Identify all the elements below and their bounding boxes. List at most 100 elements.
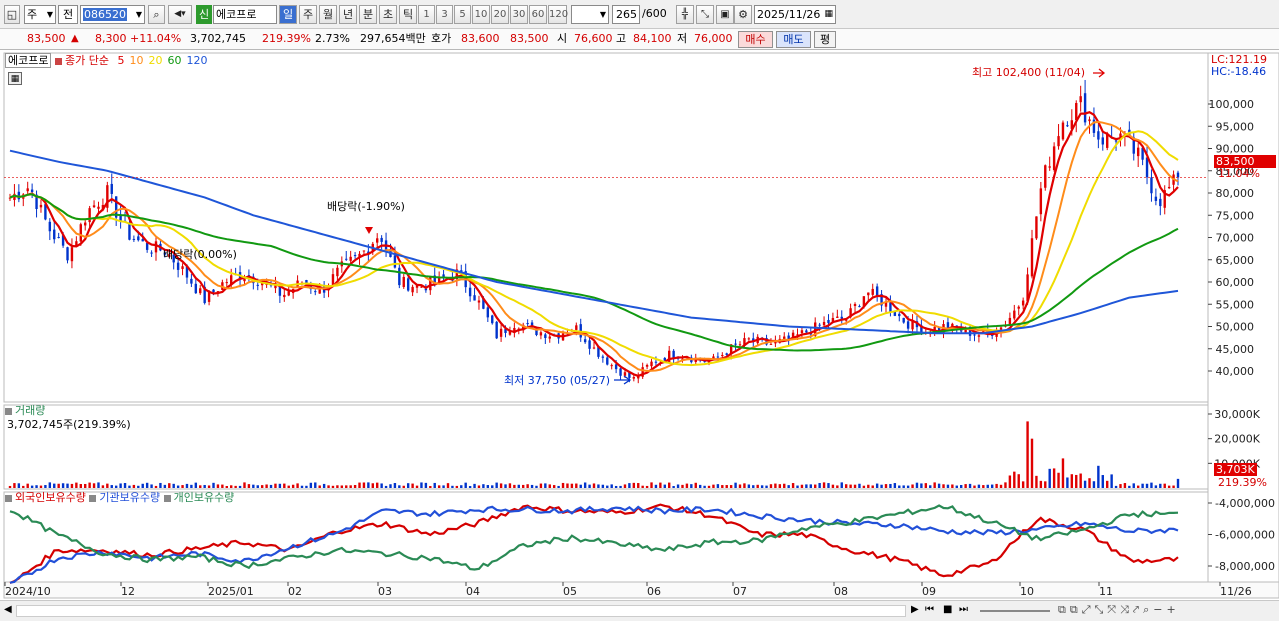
interval-tab[interactable]: 년 [339, 5, 357, 24]
volume-bar [199, 485, 202, 488]
candle-body [734, 343, 737, 345]
volume-bar [336, 485, 339, 488]
interval-input[interactable]: ▼ [571, 5, 609, 24]
candle-body [783, 336, 786, 340]
zoom-slider[interactable] [980, 610, 1050, 612]
volume-bar [252, 484, 255, 488]
candle-body [880, 294, 883, 306]
first-page-icon[interactable]: ⏮ [925, 604, 934, 615]
save-icon[interactable]: ▣ [716, 5, 734, 24]
search-icon[interactable]: ⌕ [148, 5, 165, 24]
minute-step-tab[interactable]: 30 [510, 5, 528, 24]
volume-bar [8, 485, 12, 488]
last-page-icon[interactable]: ⏭ [959, 604, 968, 615]
current-price: 83,500 [27, 32, 66, 45]
candle-type-icon[interactable]: ╬ [676, 5, 694, 24]
candle-body [814, 322, 817, 336]
interval-tab[interactable]: 초 [379, 5, 397, 24]
bid-label: 호가 [431, 32, 452, 45]
candle-body [1044, 165, 1047, 188]
scroll-left-icon[interactable]: ◀ [4, 604, 12, 615]
change-percent: +11.04% [130, 32, 182, 45]
legend-stock-name[interactable]: 에코프로 [5, 53, 52, 68]
data-table-icon[interactable]: ▦ [8, 72, 22, 85]
volume-bar [712, 484, 715, 488]
calendar-icon[interactable]: ▦ [824, 9, 833, 19]
period-button[interactable]: 전 [58, 5, 78, 24]
candle-body [376, 238, 379, 243]
candle-body [287, 291, 290, 296]
volume-bar [141, 483, 144, 488]
x-axis-label: 05 [563, 585, 577, 598]
stock-code-input[interactable]: 086520 ▼ [80, 5, 145, 24]
speaker-icon[interactable]: ◀▾ [168, 5, 192, 24]
sell-button[interactable]: 매도 [776, 31, 811, 48]
market-select-value: 주 [27, 8, 38, 21]
volume-bar [1128, 485, 1131, 488]
volume-bar [216, 484, 220, 488]
candle-body [853, 303, 857, 306]
volume-bar [39, 485, 43, 488]
market-select[interactable]: 주 ▼ [24, 5, 56, 24]
candle-body [1079, 96, 1082, 103]
minute-step-tab[interactable]: 1 [418, 5, 435, 24]
candle-body [973, 334, 976, 336]
minute-step-tab[interactable]: 3 [436, 5, 453, 24]
interval-tab[interactable]: 틱 [399, 5, 417, 24]
volume-bar [831, 484, 835, 488]
candle-body [729, 344, 733, 355]
volume-value-text: 3,702,745주(219.39%) [7, 418, 131, 431]
buy-button[interactable]: 매수 [738, 31, 773, 48]
scroll-right-icon[interactable]: ▶ [911, 604, 919, 615]
volume-bar [628, 483, 631, 488]
count-max: /600 [642, 7, 667, 20]
candle-body [1075, 103, 1078, 121]
horizontal-scrollbar[interactable] [16, 605, 906, 617]
volume-bar [597, 484, 600, 488]
y-tick-label: 70,000 [1216, 232, 1255, 245]
volume-bar [809, 484, 812, 488]
draw-tools-icon[interactable]: ⧉⧉⤢⤡⤧⤨⤤⌕−+ [1058, 603, 1180, 616]
interval-tab[interactable]: 월 [319, 5, 337, 24]
candle-body [482, 298, 485, 309]
minute-step-tab[interactable]: 5 [454, 5, 471, 24]
minute-step-tab[interactable]: 120 [548, 5, 568, 24]
stock-chart[interactable]: 100,000 95,000 90,000 85,000 80,000 75,000 70,… [0, 50, 1279, 621]
volume-bar [1070, 474, 1074, 488]
chevron-down-icon: ▼ [599, 10, 606, 19]
candle-body [637, 376, 640, 379]
volume-bar [787, 485, 790, 488]
date-input[interactable]: 2025/11/26 ▦ [754, 5, 836, 24]
candle-body [39, 204, 43, 208]
x-axis-label: 02 [288, 585, 302, 598]
minute-step-tab[interactable]: 10 [472, 5, 490, 24]
candle-body [672, 350, 675, 358]
minute-step-tab[interactable]: 60 [529, 5, 547, 24]
eval-button[interactable]: 평 [814, 31, 836, 48]
quote-bar: 83,500 ▲ 8,300 +11.04% 3,702,745 219.39%… [0, 29, 1279, 50]
volume-bar [911, 484, 914, 488]
high-annotation: 최고 102,400 (11/04) [972, 66, 1086, 79]
stop-icon[interactable]: ■ [943, 604, 953, 615]
interval-tab[interactable]: 일 [279, 5, 297, 24]
window-menu-icon[interactable]: ◱ [4, 5, 20, 24]
minute-step-tab[interactable]: 20 [491, 5, 509, 24]
count-input[interactable]: 265 [612, 5, 640, 24]
volume-bar [619, 485, 622, 488]
volume-bar [1044, 481, 1047, 488]
interval-tab[interactable]: 분 [359, 5, 377, 24]
candle-body [1088, 119, 1091, 122]
volume-bar [1136, 485, 1140, 488]
volume-bar [889, 483, 892, 488]
candle-body [1092, 119, 1096, 133]
volume-bar [698, 484, 702, 488]
candle-body [411, 286, 414, 293]
draw-tool-icon[interactable]: ⤡ [696, 5, 714, 24]
candle-body [1052, 146, 1056, 171]
interval-tab[interactable]: 주 [299, 5, 317, 24]
gear-icon[interactable]: ⚙ [734, 5, 752, 24]
candle-body [433, 275, 436, 284]
legend-foreign: 외국인보유수량 [15, 491, 86, 504]
candle-body [274, 284, 277, 289]
volume-bar [66, 483, 69, 488]
